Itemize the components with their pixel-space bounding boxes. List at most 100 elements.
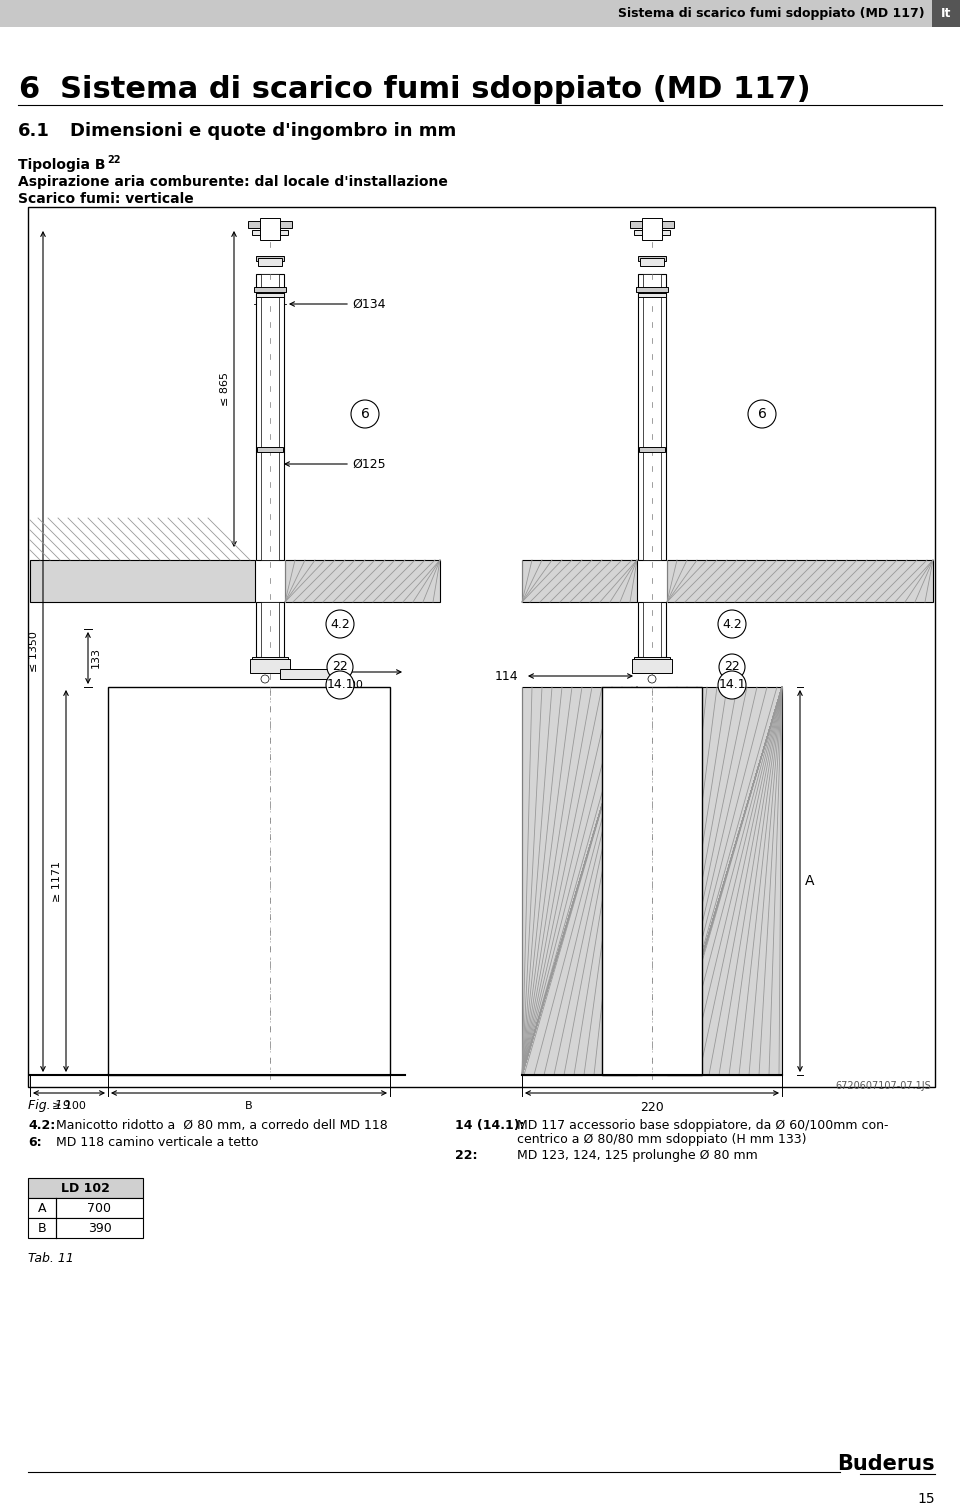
Bar	[638, 293, 666, 297]
Text: 4.2: 4.2	[330, 617, 349, 631]
Bar	[634, 229, 670, 235]
Text: A: A	[37, 1201, 46, 1215]
Bar	[258, 258, 282, 266]
Bar	[638, 275, 666, 560]
Text: MD 118 camino verticale a tetto: MD 118 camino verticale a tetto	[56, 1136, 258, 1148]
Text: 14 (14.1):: 14 (14.1):	[455, 1120, 524, 1132]
Text: 14.1: 14.1	[326, 679, 354, 691]
Bar	[285, 560, 440, 602]
Text: 6: 6	[361, 407, 370, 421]
Bar	[634, 656, 670, 665]
Text: 700: 700	[87, 1201, 111, 1215]
Bar	[639, 447, 665, 453]
Bar	[108, 687, 390, 1074]
Text: Ø125: Ø125	[352, 457, 386, 471]
Text: Sistema di scarico fumi sdoppiato (MD 117): Sistema di scarico fumi sdoppiato (MD 11…	[60, 75, 810, 104]
Bar	[252, 656, 288, 665]
Bar	[257, 447, 283, 453]
Text: 114: 114	[494, 670, 518, 682]
Bar	[28, 207, 935, 1086]
Text: Ø134: Ø134	[352, 297, 386, 311]
Text: MD 123, 124, 125 prolunghe Ø 80 mm: MD 123, 124, 125 prolunghe Ø 80 mm	[517, 1148, 757, 1162]
Text: Manicotto ridotto a  Ø 80 mm, a corredo dell MD 118: Manicotto ridotto a Ø 80 mm, a corredo d…	[56, 1120, 388, 1132]
Text: 133: 133	[91, 647, 101, 668]
Bar	[630, 220, 674, 228]
Text: 6: 6	[757, 407, 766, 421]
Text: 4.2: 4.2	[722, 617, 742, 631]
Bar	[260, 217, 280, 240]
Bar	[638, 257, 666, 261]
Text: Sistema di scarico fumi sdoppiato (MD 117): Sistema di scarico fumi sdoppiato (MD 11…	[618, 8, 925, 20]
Circle shape	[718, 672, 746, 699]
Bar	[638, 602, 666, 656]
Bar	[254, 287, 286, 293]
Bar	[640, 258, 664, 266]
Circle shape	[326, 610, 354, 638]
Bar	[602, 687, 702, 1074]
Text: 220: 220	[640, 1102, 664, 1114]
Bar	[256, 293, 284, 297]
Bar	[932, 0, 960, 27]
Text: Fig. 19: Fig. 19	[28, 1099, 71, 1112]
Text: LD 102: LD 102	[61, 1182, 110, 1195]
Bar	[261, 602, 279, 656]
Text: 4.2:: 4.2:	[28, 1120, 56, 1132]
Text: ≥ 100: ≥ 100	[52, 1102, 86, 1111]
Bar	[28, 1218, 143, 1237]
Bar	[28, 1198, 143, 1218]
Bar	[30, 560, 255, 602]
Bar	[256, 275, 284, 560]
Text: ≥ 100: ≥ 100	[328, 681, 363, 690]
Text: 22:: 22:	[455, 1148, 477, 1162]
Bar	[252, 229, 288, 235]
Bar	[643, 602, 661, 656]
Bar	[250, 659, 290, 673]
Bar	[280, 668, 335, 679]
Bar	[522, 560, 637, 602]
Text: ≤ 1350: ≤ 1350	[29, 631, 39, 672]
Bar	[28, 1179, 143, 1198]
Text: Scarico fumi: verticale: Scarico fumi: verticale	[18, 192, 194, 207]
Bar	[643, 275, 661, 560]
Bar	[522, 687, 637, 1074]
Text: B: B	[37, 1221, 46, 1234]
Circle shape	[326, 672, 354, 699]
Circle shape	[719, 653, 745, 681]
Text: Tab. 11: Tab. 11	[28, 1252, 74, 1265]
Circle shape	[261, 675, 269, 684]
Text: 14.1: 14.1	[718, 679, 746, 691]
Circle shape	[718, 610, 746, 638]
Text: Aspirazione aria comburente: dal locale d'installazione: Aspirazione aria comburente: dal locale …	[18, 175, 448, 189]
Text: ≥ 1171: ≥ 1171	[52, 860, 62, 901]
Text: 22: 22	[107, 155, 121, 164]
Bar	[667, 560, 933, 602]
Bar	[632, 659, 672, 673]
Bar	[261, 275, 279, 560]
Circle shape	[648, 675, 656, 684]
Text: B: B	[245, 1102, 252, 1111]
Circle shape	[748, 400, 776, 429]
Bar	[248, 220, 292, 228]
Bar	[256, 257, 284, 261]
Bar	[667, 687, 782, 1074]
Text: Tipologia B: Tipologia B	[18, 158, 106, 172]
Text: 22: 22	[332, 661, 348, 673]
Text: 6.1: 6.1	[18, 122, 50, 140]
Bar	[256, 602, 284, 656]
Bar	[0, 0, 960, 27]
Text: A: A	[805, 874, 814, 887]
Text: 22: 22	[724, 661, 740, 673]
Text: Dimensioni e quote d'ingombro in mm: Dimensioni e quote d'ingombro in mm	[70, 122, 456, 140]
Text: 15: 15	[918, 1492, 935, 1506]
Text: 6:: 6:	[28, 1136, 41, 1148]
Text: It: It	[941, 8, 951, 20]
Circle shape	[327, 653, 353, 681]
Text: 6: 6	[18, 75, 39, 104]
Text: ≤ 865: ≤ 865	[220, 373, 230, 406]
Bar	[642, 217, 662, 240]
Circle shape	[351, 400, 379, 429]
Text: Buderus: Buderus	[837, 1455, 935, 1474]
Bar	[636, 287, 668, 293]
Text: centrico a Ø 80/80 mm sdoppiato (H mm 133): centrico a Ø 80/80 mm sdoppiato (H mm 13…	[517, 1133, 806, 1145]
Text: 390: 390	[87, 1221, 111, 1234]
